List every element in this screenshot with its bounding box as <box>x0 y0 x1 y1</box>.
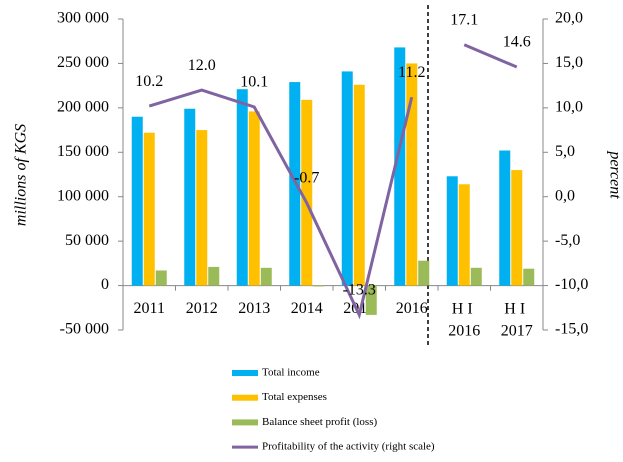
bar <box>458 184 470 286</box>
bar <box>353 84 365 286</box>
legend-swatch <box>232 419 258 426</box>
bar <box>155 270 167 286</box>
legend-label: Profitability of the activity (right sca… <box>262 441 435 453</box>
data-label: 10.1 <box>240 74 268 91</box>
y2-tick-label: -15,0 <box>555 321 588 338</box>
y2-tick-label: -10,0 <box>555 276 588 293</box>
x-tick-label: H I 2016 <box>448 300 480 339</box>
data-label: 17.1 <box>450 11 478 28</box>
legend-label: Total income <box>262 367 320 379</box>
x-tick-label: 2016 <box>396 300 428 317</box>
bar <box>406 63 418 286</box>
bar <box>184 108 196 286</box>
bar <box>470 267 482 286</box>
y-tick-label: 150 000 <box>57 143 109 160</box>
data-label: 10.2 <box>135 73 163 90</box>
bar <box>208 266 220 286</box>
legend-swatch <box>232 370 258 376</box>
y2-tick-label: 5,0 <box>555 143 575 160</box>
y-axis-title: millions of KGS <box>13 124 30 226</box>
legend-label: Balance sheet profit (loss) <box>262 416 377 428</box>
bar <box>248 111 260 286</box>
legend-label: Total expenses <box>262 391 327 403</box>
bar <box>236 89 248 286</box>
y-tick-label: 0 <box>101 276 109 293</box>
data-label: 12.0 <box>188 57 216 74</box>
y-tick-label: -50 000 <box>60 321 109 338</box>
x-tick-label: 2013 <box>238 300 270 317</box>
x-tick-label: 2014 <box>291 300 323 317</box>
x-tick-label: H I 2017 <box>501 300 533 339</box>
bar <box>446 176 458 286</box>
x-tick-label: 2011 <box>134 300 165 317</box>
bar <box>313 285 325 287</box>
data-label: -13.3 <box>343 282 376 299</box>
y-tick-label: 100 000 <box>57 187 109 204</box>
bar <box>365 285 377 315</box>
y2-tick-label: 20,0 <box>555 10 583 27</box>
bar <box>394 47 406 286</box>
y2-tick-label: 0,0 <box>555 187 575 204</box>
bar <box>523 268 535 286</box>
bar <box>260 267 272 286</box>
data-label: 11.2 <box>398 64 425 81</box>
y-tick-label: 50 000 <box>65 232 109 249</box>
bar <box>418 260 430 286</box>
y-tick-label: 300 000 <box>57 10 109 27</box>
y-tick-label: 250 000 <box>57 54 109 71</box>
bar <box>143 132 155 286</box>
y2-axis-title: percent <box>606 150 623 199</box>
data-label: -0.7 <box>294 170 319 187</box>
bar <box>499 150 511 286</box>
x-tick-label: 2012 <box>186 300 218 317</box>
bar <box>196 130 208 286</box>
bar <box>341 71 353 286</box>
bar <box>511 170 523 286</box>
data-label: 14.6 <box>503 34 531 51</box>
y2-tick-label: 10,0 <box>555 99 583 116</box>
line <box>148 88 414 320</box>
y2-tick-label: 15,0 <box>555 54 583 71</box>
line <box>463 43 518 69</box>
bar <box>131 116 143 286</box>
y2-tick-label: -5,0 <box>555 232 580 249</box>
bar <box>301 99 313 286</box>
y-tick-label: 200 000 <box>57 99 109 116</box>
legend-swatch <box>232 394 258 401</box>
